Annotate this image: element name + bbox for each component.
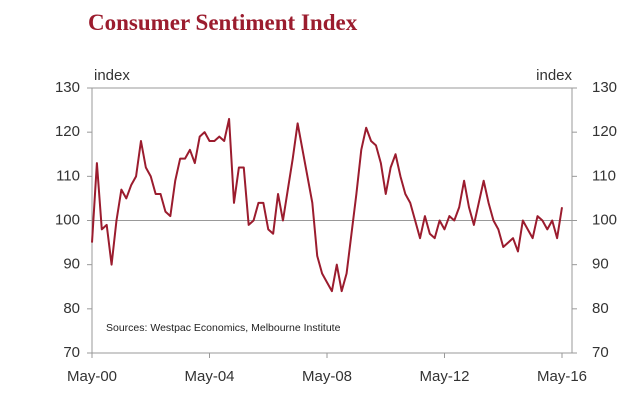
y-tick-label: 120 — [55, 123, 80, 140]
y2-axis-label: index — [536, 67, 572, 84]
y-tick-label: 90 — [63, 256, 80, 273]
y-tick-label: 80 — [63, 300, 80, 317]
y-axis-label: index — [94, 67, 130, 84]
y-tick-label: 70 — [63, 344, 80, 361]
x-tick-label: May-16 — [537, 368, 587, 385]
y-tick-label: 110 — [56, 167, 80, 184]
x-tick-label: May-04 — [184, 368, 234, 385]
y2-tick-label: 130 — [592, 79, 617, 96]
annotation: Sources: Westpac Economics, Melbourne In… — [106, 322, 341, 334]
y2-tick-label: 90 — [592, 256, 609, 273]
y2-tick-label: 70 — [592, 344, 609, 361]
chart-title: Consumer Sentiment Index — [88, 10, 358, 35]
y2-tick-label: 120 — [592, 123, 617, 140]
y2-tick-label: 110 — [592, 167, 616, 184]
data-line — [91, 117, 563, 293]
y-tick-label: 100 — [55, 211, 80, 228]
x-tick-label: May-08 — [302, 368, 352, 385]
x-tick-label: May-12 — [419, 368, 469, 385]
x-tick-label: May-00 — [67, 368, 117, 385]
y2-tick-label: 100 — [592, 211, 617, 228]
y-tick-label: 130 — [55, 79, 80, 96]
y2-tick-label: 80 — [592, 300, 609, 317]
